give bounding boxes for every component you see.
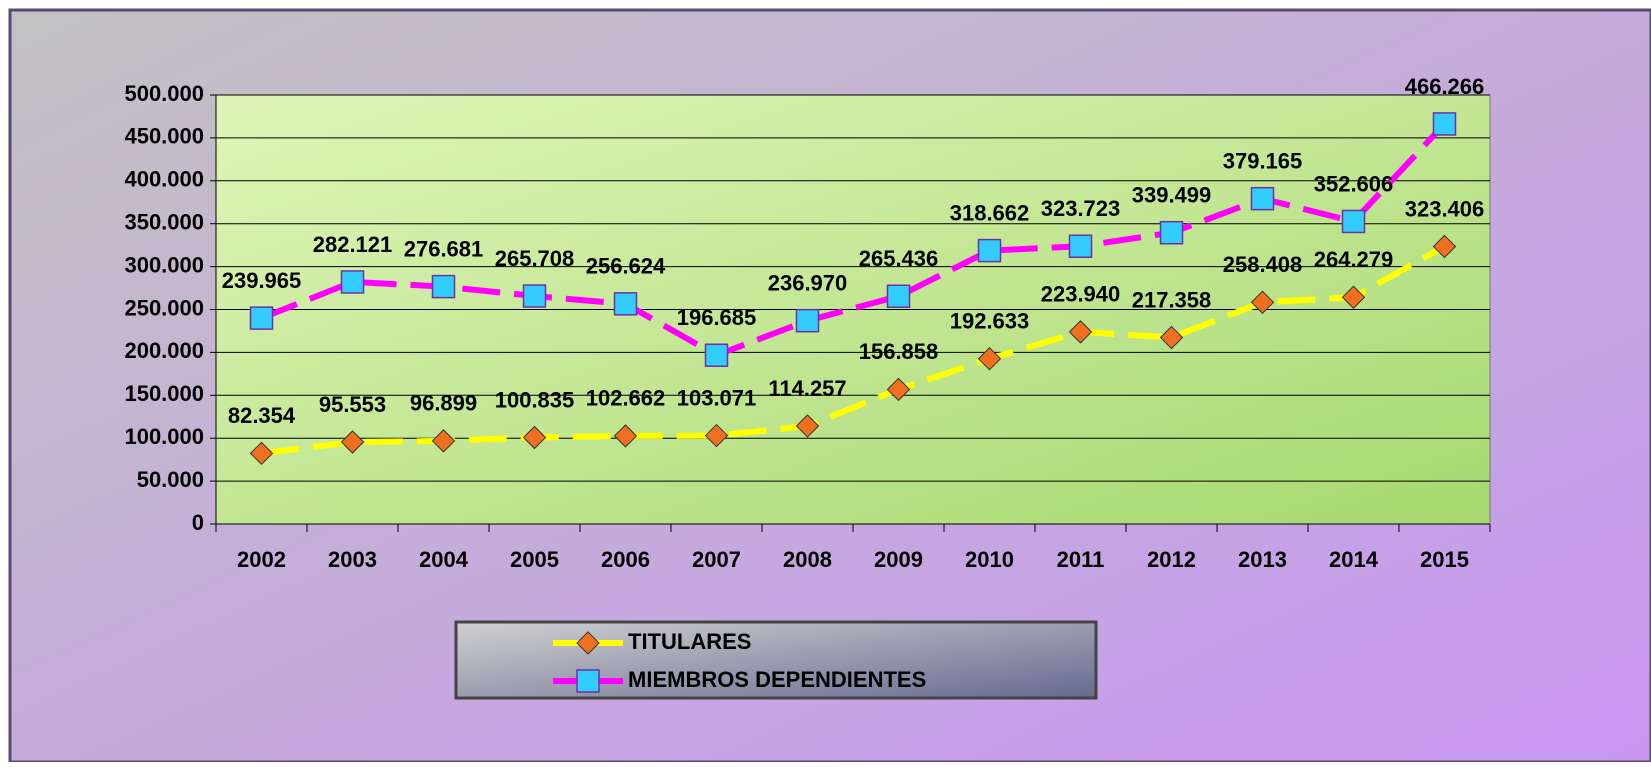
x-tick-label: 2004: [419, 547, 469, 572]
x-tick-label: 2014: [1329, 547, 1379, 572]
data-marker: [613, 292, 638, 316]
data-label: 276.681: [404, 236, 484, 261]
data-label: 82.354: [228, 403, 296, 428]
data-label: 102.662: [586, 386, 666, 411]
x-tick-label: 2005: [510, 547, 559, 572]
legend-label: MIEMBROS DEPENDIENTES: [628, 667, 926, 692]
data-label: 114.257: [768, 376, 846, 401]
x-tick-label: 2006: [601, 547, 650, 572]
data-label: 264.279: [1314, 247, 1394, 272]
data-label: 323.723: [1041, 196, 1121, 221]
data-label: 100.835: [495, 387, 575, 412]
x-tick-label: 2010: [965, 547, 1014, 572]
data-marker: [795, 414, 820, 438]
data-label: 236.970: [768, 270, 848, 295]
data-label: 96.899: [410, 391, 477, 416]
y-tick-label: 200.000: [124, 338, 204, 363]
x-tick-label: 2002: [237, 547, 286, 572]
x-tick-label: 2012: [1147, 547, 1196, 572]
y-tick-label: 300.000: [124, 252, 204, 277]
data-marker: [249, 306, 274, 330]
data-label: 323.406: [1405, 196, 1485, 221]
data-label: 239.965: [222, 268, 302, 293]
data-marker: [1432, 234, 1457, 259]
data-marker: [1250, 186, 1275, 211]
data-label: 196.685: [677, 305, 757, 330]
data-marker: [1341, 209, 1366, 234]
y-tick-label: 0: [192, 510, 204, 535]
legend-marker: [576, 631, 600, 655]
data-marker: [340, 430, 365, 454]
data-label: 258.408: [1223, 252, 1303, 277]
data-label: 217.358: [1132, 287, 1212, 312]
legend-label: TITULARES: [628, 629, 751, 654]
y-tick-label: 350.000: [124, 210, 204, 235]
y-tick-label: 450.000: [124, 124, 204, 149]
data-marker: [704, 423, 729, 448]
data-marker: [431, 274, 456, 299]
legend-marker: [576, 669, 600, 693]
legend-box: [454, 620, 1098, 700]
data-label: 223.940: [1041, 282, 1121, 307]
x-tick-label: 2015: [1420, 547, 1469, 572]
y-tick-label: 50.000: [137, 467, 204, 492]
data-marker: [1068, 234, 1093, 258]
data-marker: [613, 424, 638, 448]
data-marker: [249, 441, 274, 466]
data-label: 352.606: [1314, 171, 1394, 196]
data-marker: [1068, 320, 1093, 344]
data-label: 339.499: [1132, 183, 1212, 208]
data-marker: [795, 308, 820, 333]
data-label: 379.165: [1223, 148, 1303, 173]
data-label: 256.624: [586, 254, 666, 279]
x-tick-label: 2007: [692, 547, 741, 572]
data-marker: [704, 343, 729, 367]
x-tick-label: 2003: [328, 547, 377, 572]
x-tick-label: 2009: [874, 547, 923, 572]
x-tick-label: 2011: [1057, 547, 1105, 572]
data-label: 103.071: [677, 385, 757, 410]
data-label: 156.858: [859, 339, 939, 364]
y-tick-label: 500.000: [124, 81, 204, 106]
data-marker: [886, 377, 911, 402]
x-tick-label: 2013: [1238, 547, 1287, 572]
y-tick-label: 150.000: [124, 381, 204, 406]
series-line: [261, 243, 1446, 457]
x-tick-label: 2008: [783, 547, 832, 572]
data-label: 318.662: [950, 200, 1030, 225]
data-label: 192.633: [950, 309, 1030, 334]
data-marker: [522, 284, 547, 308]
y-tick-label: 400.000: [124, 167, 204, 192]
data-marker: [431, 429, 456, 453]
data-marker: [1159, 325, 1184, 350]
data-marker: [1432, 112, 1457, 136]
data-marker: [522, 425, 547, 450]
y-tick-label: 100.000: [124, 424, 204, 449]
y-tick-label: 250.000: [124, 295, 204, 320]
data-marker: [1159, 220, 1184, 245]
data-label: 265.708: [495, 246, 575, 271]
data-marker: [1341, 285, 1366, 309]
data-label: 282.121: [313, 232, 393, 257]
data-marker: [886, 284, 911, 309]
data-label: 95.553: [319, 392, 386, 417]
data-label: 265.436: [859, 246, 939, 271]
data-marker: [977, 238, 1002, 263]
data-marker: [340, 270, 365, 294]
data-marker: [977, 347, 1002, 371]
data-marker: [1250, 290, 1275, 314]
data-label: 466.266: [1405, 74, 1485, 99]
